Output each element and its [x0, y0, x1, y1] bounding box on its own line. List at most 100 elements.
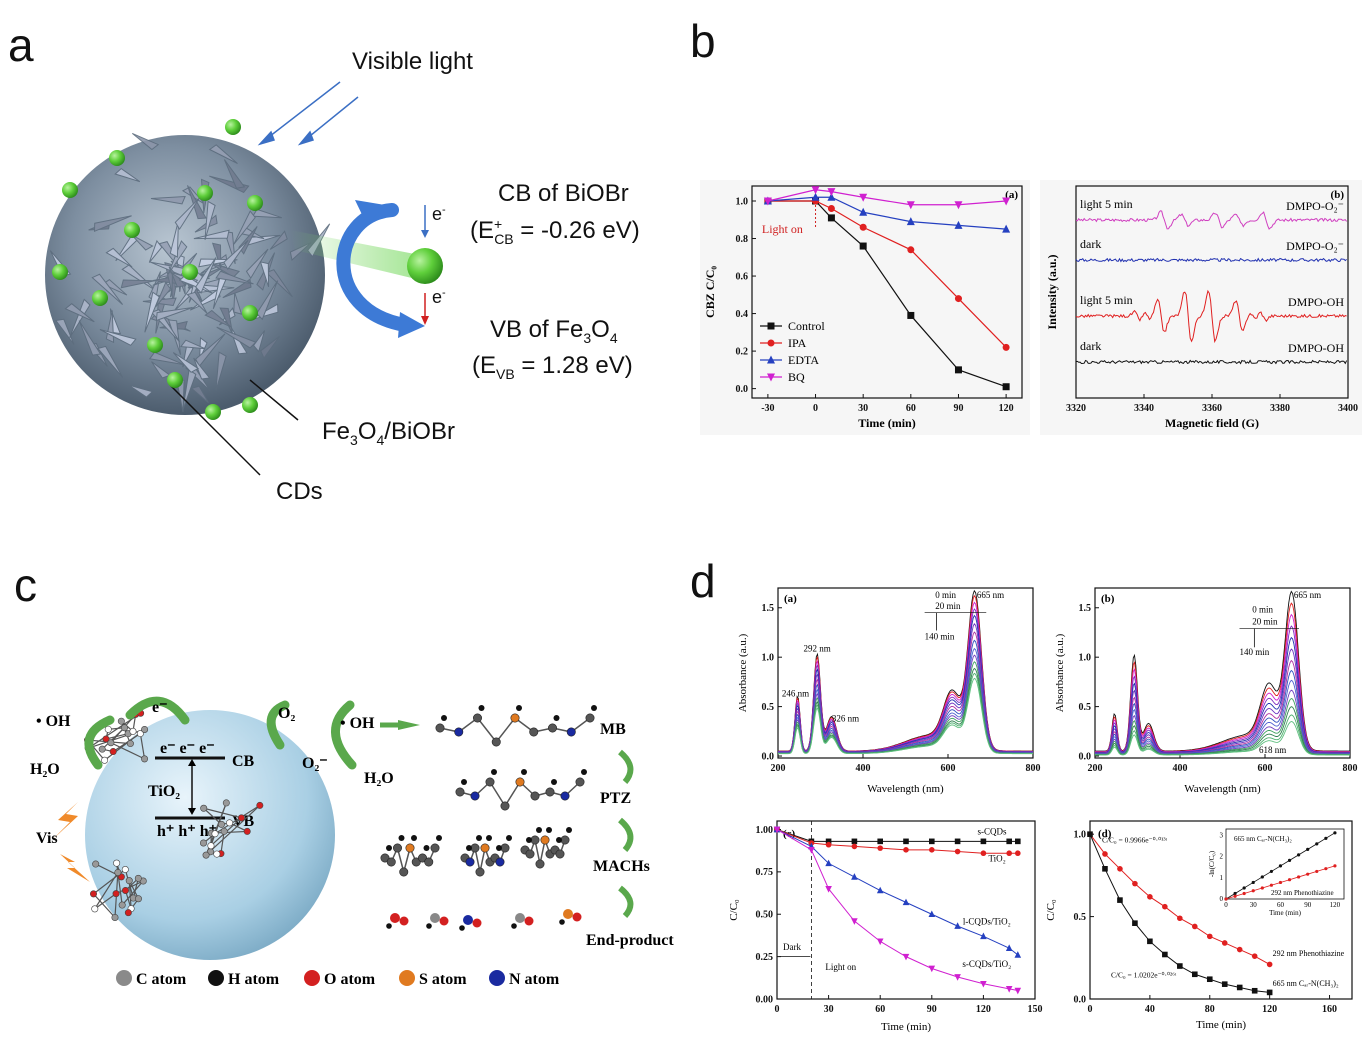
biobr-petal: [148, 351, 185, 366]
electron-transfer-arrow: [125, 696, 190, 725]
atom: [547, 723, 557, 733]
atom: [200, 804, 208, 812]
surface-molecule: [84, 709, 149, 764]
cds-pointer-line-2: [249, 379, 299, 421]
y-axis-title: CBZ C/C₀: [703, 266, 717, 318]
atom: [540, 835, 550, 845]
data-point: [851, 843, 858, 850]
data-point: [1147, 894, 1153, 900]
y-tick-label: 1.0: [762, 653, 775, 664]
atom: [555, 849, 565, 859]
end-product-molecule: [386, 913, 409, 929]
electron-ball: [407, 248, 443, 284]
data-point: [928, 910, 936, 918]
x-tick-label: 160: [1322, 1004, 1337, 1015]
y-tick-label: 0.25: [756, 952, 774, 963]
biobr-petal: [99, 329, 137, 346]
atom: [98, 745, 106, 753]
data-point: [903, 847, 909, 853]
y-tick-label: 0.2: [736, 346, 749, 357]
data-point: [1087, 831, 1093, 837]
atom: [439, 916, 449, 926]
data-point: [877, 845, 883, 851]
legend-label: S atom: [419, 971, 467, 988]
biobr-petal: [180, 339, 206, 350]
x-tick-label: 800: [1343, 763, 1358, 774]
cds-pointer-line-1: [169, 384, 261, 476]
atom: [424, 857, 434, 867]
corner-label: (b): [1101, 593, 1115, 605]
annotation-246nm: 246 nm: [782, 689, 809, 699]
y-tick-label: 0.0: [736, 384, 749, 395]
data-point: [1006, 850, 1012, 857]
atom: [430, 843, 440, 853]
data-point: [1102, 851, 1108, 857]
bond: [504, 781, 521, 807]
data-point: [1251, 953, 1258, 959]
surface-molecule: [89, 859, 147, 921]
biobr-petal: [172, 352, 200, 373]
atom: [455, 787, 465, 797]
light-bolt-icon: [52, 802, 78, 840]
mach-molecule: [520, 827, 572, 869]
data-point: [876, 938, 884, 946]
x-tick-label: 600: [941, 763, 956, 774]
x-tick-label: 400: [1173, 763, 1188, 774]
data-point: [811, 186, 820, 195]
atom: [515, 913, 525, 923]
legend-entry: BQ: [788, 370, 805, 384]
spectrum-line: [1095, 669, 1350, 754]
data-point: [906, 201, 915, 210]
data-point: [851, 873, 858, 880]
atom: [113, 859, 121, 867]
panel-letter-c: c: [14, 559, 37, 611]
atom: [560, 835, 570, 845]
carbon-dot: [147, 337, 163, 353]
biobr-petal: [211, 242, 222, 269]
y-tick-label: 0.8: [736, 234, 749, 245]
bond: [121, 880, 144, 906]
spectrum-line: [1095, 721, 1350, 756]
end-product-molecule: [459, 915, 482, 931]
data-point: [1014, 987, 1022, 995]
x-tick-label: 0: [1088, 1004, 1093, 1015]
annotation-0min: 0 min: [935, 590, 956, 600]
data-point: [907, 311, 915, 319]
legend-entry: EDTA: [788, 353, 819, 367]
data-point: [954, 295, 962, 303]
h-atom: [398, 835, 405, 841]
x-axis-title: Magnetic field (G): [1165, 416, 1259, 430]
data-point: [811, 192, 820, 201]
h-atom: [486, 835, 492, 841]
end-product-label: End-product: [586, 932, 674, 949]
series-label-amine: 665 nm Cₐᵣ-N(CH₃)₂: [1273, 979, 1339, 988]
visible-light-arrows: [257, 81, 359, 146]
spectrum-line: [1095, 602, 1350, 752]
y-tick-label: 0.50: [756, 910, 774, 921]
data-point: [827, 214, 835, 222]
biobr-petal: [54, 318, 75, 345]
series-label: s-CQDs/TiO₂: [962, 959, 1011, 969]
atom: [465, 857, 475, 867]
y-tick-label: 0.0: [1074, 994, 1087, 1005]
inset-data-point: [1315, 842, 1319, 846]
panel-letter-b: b: [690, 15, 716, 67]
mach-molecule: [380, 835, 442, 877]
data-point: [825, 886, 832, 893]
atom: [211, 830, 219, 838]
data-point: [825, 859, 832, 867]
x-tick-label: 3320: [1066, 403, 1086, 414]
atom: [500, 843, 510, 853]
atom: [510, 713, 520, 723]
inset-series-label: 292 nm Phenothiazine: [1271, 889, 1334, 897]
biobr-petal: [223, 159, 246, 189]
data-point: [1206, 976, 1213, 983]
carbon-dot: [92, 290, 108, 306]
process-arrow: [617, 817, 634, 852]
chart-b-left: -30 0 30 60 90 120 0.0 0.2 0.4 0.6 0.8 1.0 Time (min…: [700, 180, 1030, 435]
fit-equation-2: C/C₀ = 1.0202e⁻⁰·⁰²⁶ᵗ: [1111, 971, 1177, 980]
cb-electrons: e⁻ e⁻ e⁻: [160, 740, 215, 757]
x-tick-label: 40: [1145, 1004, 1155, 1015]
chart-background: [1040, 180, 1362, 435]
surface-molecule: [199, 799, 264, 859]
